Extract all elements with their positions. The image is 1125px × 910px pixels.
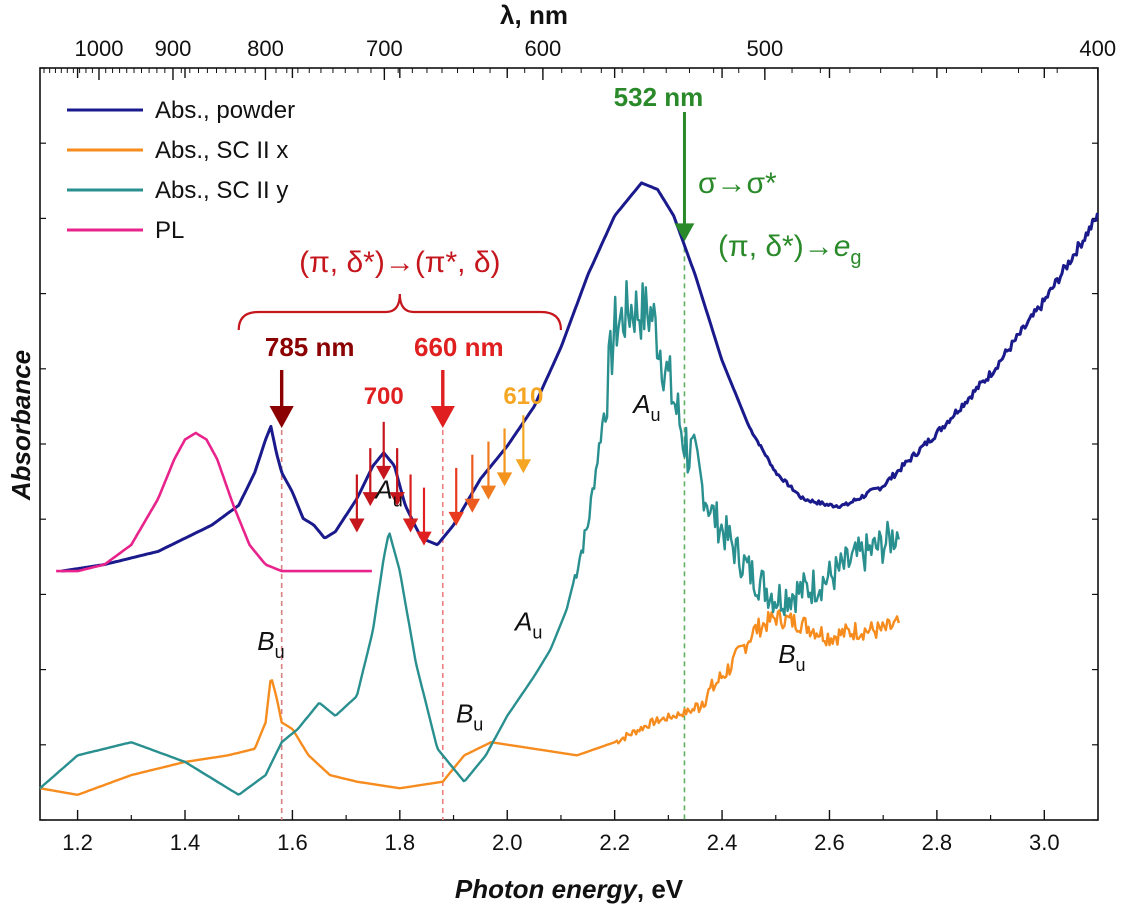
ticks-layer: 1.2 1.4 1.6 1.8 2.0 2.2 2.4 2.6 2.8 3.0 1000 900 800… bbox=[40, 36, 1116, 855]
x-tick-label: 2.8 bbox=[922, 830, 953, 855]
top-tick-label: 1000 bbox=[75, 36, 124, 61]
x-tick-label: 2.6 bbox=[814, 830, 845, 855]
x-tick-label: 2.0 bbox=[492, 830, 523, 855]
arrow-label-660-nm: 660 nm bbox=[414, 332, 504, 362]
peak-label-Au: Au bbox=[513, 606, 542, 642]
series-line-powder bbox=[61, 181, 1099, 573]
top-tick-label: 700 bbox=[366, 36, 403, 61]
legend-label-sc-x: Abs., SC II x bbox=[155, 137, 288, 164]
arrow-label-532-nm: 532 nm bbox=[614, 82, 704, 112]
small-arrow-5-head bbox=[416, 531, 432, 546]
x-tick-label: 1.6 bbox=[277, 830, 308, 855]
legend-item-powder: Abs., powder bbox=[67, 97, 295, 124]
small-arrow-7-head bbox=[464, 498, 481, 513]
small-arrow-0-head bbox=[349, 518, 365, 533]
annotations-layer: 785 nm 660 nm 532 nm 700 610 Bu Au Bu Au Au Bu bbox=[257, 82, 805, 734]
peak-label-Au: Au bbox=[373, 475, 402, 511]
series-line-sc-y bbox=[39, 280, 900, 796]
x-tick-label: 1.2 bbox=[62, 830, 93, 855]
small-arrow-8-head bbox=[480, 485, 497, 500]
legend-item-sc-x: Abs., SC II x bbox=[67, 137, 288, 164]
small-arrow-1-head bbox=[362, 492, 378, 507]
legend-label-pl: PL bbox=[155, 217, 184, 244]
series-layer bbox=[39, 181, 1099, 796]
top-axis-label: λ, nm bbox=[500, 0, 568, 30]
pi-delta-eg-transition-label: (π, δ*)→eg bbox=[718, 230, 862, 269]
small-arrow-label-700: 700 bbox=[364, 383, 404, 410]
legend-label-sc-y: Abs., SC II y bbox=[155, 177, 288, 204]
legend-label-powder: Abs., powder bbox=[155, 97, 295, 124]
peak-label-Bu: Bu bbox=[456, 698, 483, 734]
brace-label: (π, δ*)→(π*, δ) bbox=[299, 246, 500, 279]
x-tick-label: 1.8 bbox=[385, 830, 416, 855]
small-arrow-4-head bbox=[402, 518, 419, 533]
top-tick-label: 800 bbox=[247, 36, 284, 61]
arrow-532-head bbox=[674, 223, 695, 242]
small-arrow-3-head bbox=[389, 492, 405, 507]
top-tick-label: 900 bbox=[155, 36, 192, 61]
small-arrow-9-head bbox=[496, 472, 513, 487]
y-axis-label: Absorbance bbox=[6, 350, 36, 501]
peak-label-Bu: Bu bbox=[778, 639, 805, 675]
legend: Abs., powder Abs., SC II x Abs., SC II y… bbox=[67, 97, 295, 244]
sigma-transition-label: σ→σ* bbox=[698, 167, 777, 200]
x-axis-label: Photon energy, eV bbox=[455, 874, 684, 904]
x-tick-label: 1.4 bbox=[170, 830, 201, 855]
series-line-pl bbox=[56, 431, 372, 573]
legend-item-pl: PL bbox=[67, 217, 184, 244]
arrow-785-nm-head bbox=[269, 406, 294, 428]
small-arrow-label-610: 610 bbox=[503, 383, 543, 410]
small-arrow-6-head bbox=[448, 511, 464, 526]
top-tick-label: 400 bbox=[1079, 36, 1116, 61]
arrow-label-785-nm: 785 nm bbox=[265, 332, 355, 362]
brace bbox=[237, 293, 563, 331]
small-arrow-10-head bbox=[515, 459, 532, 474]
x-tick-label: 2.2 bbox=[599, 830, 630, 855]
top-tick-label: 500 bbox=[746, 36, 783, 61]
peak-label-Au: Au bbox=[631, 389, 660, 425]
arrow-660-nm-head bbox=[430, 406, 455, 428]
x-tick-label: 2.4 bbox=[707, 830, 738, 855]
small-arrow-2-head bbox=[376, 465, 392, 480]
legend-item-sc-y: Abs., SC II y bbox=[67, 177, 288, 204]
peak-label-Bu: Bu bbox=[257, 626, 284, 662]
x-tick-label: 3.0 bbox=[1029, 830, 1060, 855]
top-tick-label: 600 bbox=[525, 36, 562, 61]
